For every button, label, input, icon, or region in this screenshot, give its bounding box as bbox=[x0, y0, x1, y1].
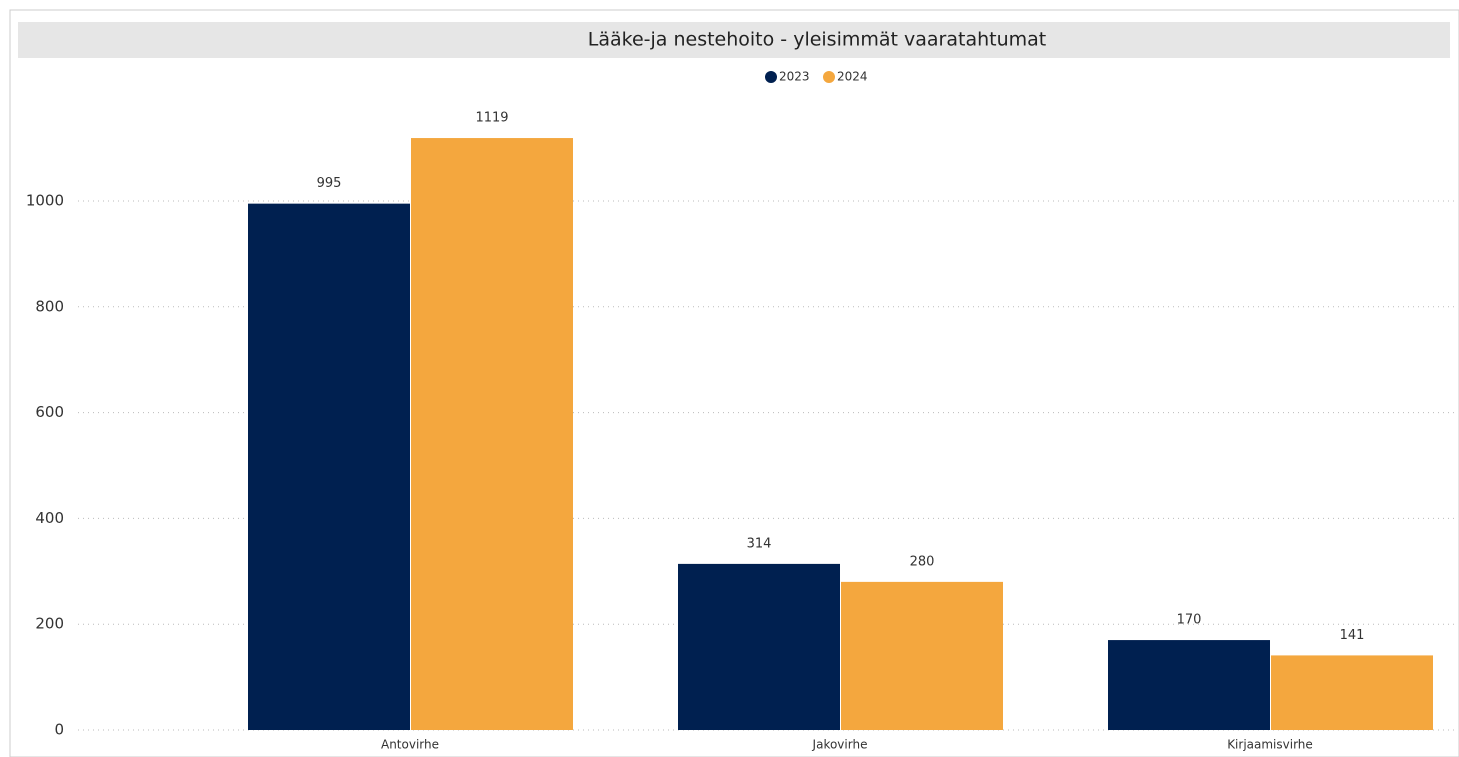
data-label: 141 bbox=[1340, 628, 1365, 643]
bar bbox=[1271, 655, 1433, 730]
data-label: 1119 bbox=[475, 111, 508, 126]
bar bbox=[1108, 640, 1270, 730]
y-tick-label: 400 bbox=[35, 509, 64, 527]
x-tick-label: Kirjaamisvirhe bbox=[1227, 738, 1313, 752]
bar bbox=[678, 563, 840, 730]
x-tick-label: Antovirhe bbox=[381, 738, 439, 752]
bar bbox=[248, 203, 410, 730]
data-label: 170 bbox=[1177, 613, 1202, 628]
y-tick-label: 600 bbox=[35, 403, 64, 421]
legend-label: 2023 bbox=[779, 70, 810, 84]
legend-label: 2024 bbox=[837, 70, 868, 84]
bar bbox=[411, 138, 573, 730]
chart-title: Lääke-ja nestehoito - yleisimmät vaarata… bbox=[588, 29, 1046, 51]
bar bbox=[841, 581, 1003, 730]
data-label: 280 bbox=[910, 554, 935, 569]
legend-marker bbox=[765, 71, 777, 83]
y-tick-label: 800 bbox=[35, 297, 64, 315]
data-label: 995 bbox=[317, 176, 342, 191]
frame bbox=[9, 9, 1459, 757]
data-label: 314 bbox=[747, 536, 772, 551]
y-tick-label: 0 bbox=[54, 721, 64, 739]
y-tick-label: 200 bbox=[35, 615, 64, 633]
y-tick-label: 1000 bbox=[26, 192, 64, 210]
legend-marker bbox=[823, 71, 835, 83]
title-bar bbox=[18, 22, 1450, 58]
x-tick-label: Jakovirhe bbox=[812, 738, 868, 752]
